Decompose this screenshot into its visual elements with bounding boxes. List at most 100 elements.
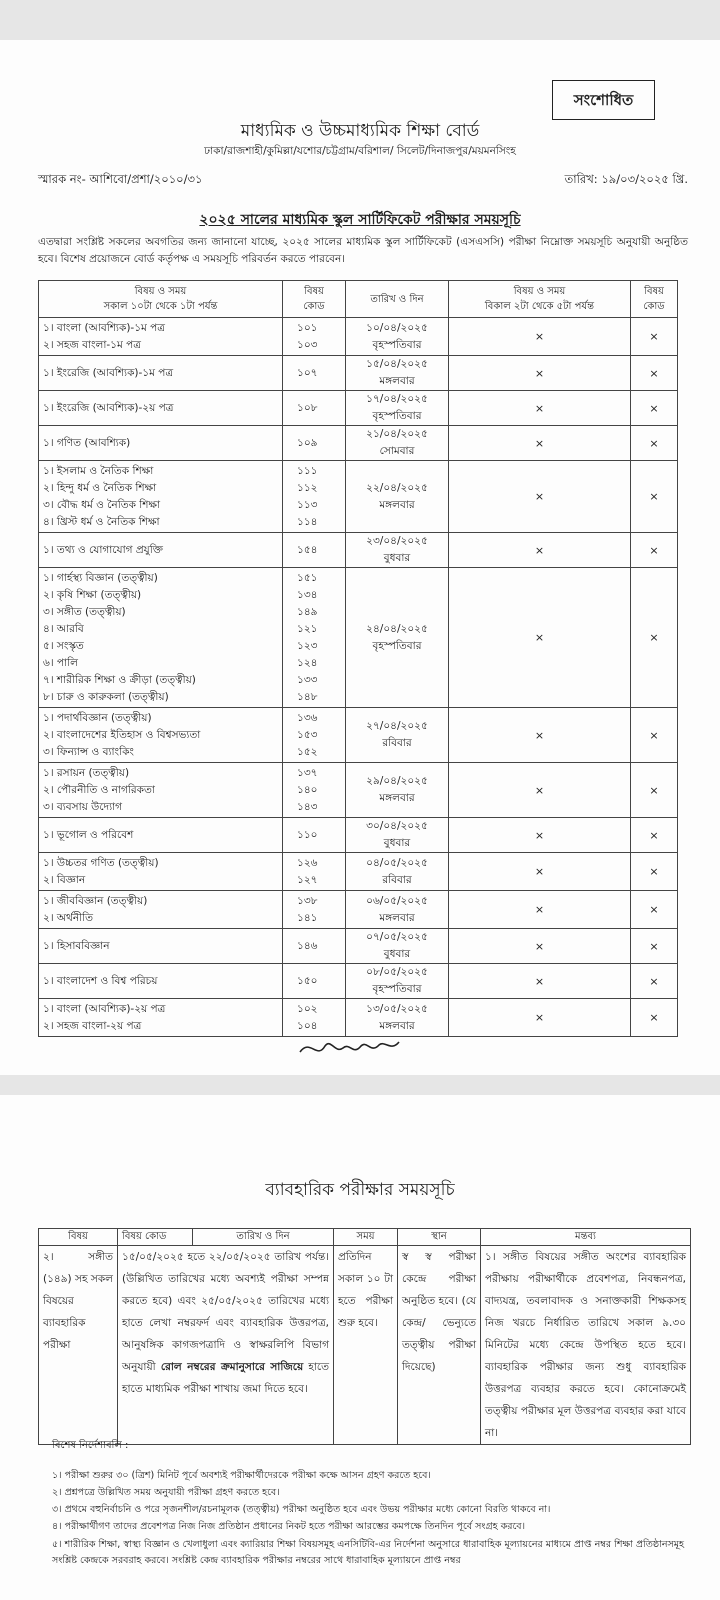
date-text: ২৩/০৪/২০২৫: [366, 535, 428, 547]
subject-text: ১। বাংলা (আবশ্যিক)-১ম পত্র: [43, 321, 166, 334]
date-cell: ২৪/০৪/২০২৫ বৃহস্পতিবার: [345, 567, 449, 708]
date-text: ৩০/০৪/২০২৫: [366, 820, 428, 832]
header-cell: বিষয় কোড: [630, 280, 678, 318]
subject-text: ১। পদার্থবিজ্ঞান (তত্ত্বীয়): [43, 711, 152, 724]
practical-title: ব্যাবহারিক পরীক্ষার সময়সূচি: [265, 1180, 455, 1200]
header-cell: তারিখ ও দিন: [192, 1228, 334, 1246]
pm-code-cell: ×: [630, 817, 678, 853]
subject-cell: ১। রসায়ন (তত্ত্বীয়) ২। পৌরনীতি ও নাগরিক…: [38, 762, 283, 818]
practical-table: বিষয় বিষয় কোড তারিখ ও দিন সময় স্থান মন্তব্…: [38, 1228, 691, 1445]
pm-code-cell: ×: [630, 762, 678, 818]
subject-text: ৪। আরবি: [43, 622, 84, 635]
page-one: সংশোধিত মাধ্যমিক ও উচ্চমাধ্যমিক শিক্ষা ব…: [0, 40, 720, 1075]
subject-cell: ১। গণিত (আবশ্যিক): [38, 425, 283, 461]
subject-text: ১। ইংরেজি (আবশ্যিক)-২য় পত্র: [43, 401, 174, 414]
date-text: ১৫/০৪/২০২৫: [366, 358, 428, 370]
pm-subject-cell: ×: [448, 532, 631, 568]
subject-cell: ১। ইংরেজি (আবশ্যিক)-২য় পত্র: [38, 390, 283, 426]
board-name: মাধ্যমিক ও উচ্চমাধ্যমিক শিক্ষা বোর্ড: [240, 121, 480, 141]
schedule-row: ১। ইংরেজি (আবশ্যিক)-২য় পত্র ১০৮ ১৭/০৪/২০২…: [38, 390, 678, 426]
time-cell: প্রতিদিন সকাল ১০ টা হতে পরীক্ষা শুরু হবে…: [333, 1245, 398, 1445]
date-text: ২৭/০৪/২০২৫: [366, 720, 428, 732]
code-text: ১১৪: [297, 515, 318, 528]
subject-text: ১। রসায়ন (তত্ত্বীয়): [43, 766, 130, 779]
remark-cell: ১। সঙ্গীত বিষয়ের সঙ্গীত অংশের ব্যাবহারি…: [480, 1245, 691, 1445]
pm-code-cell: ×: [630, 532, 678, 568]
subject-text: ১। ভূগোল ও পরিবেশ: [43, 828, 134, 841]
day-text: বৃহস্পতিবার: [372, 639, 422, 652]
subject-text: ২। পৌরনীতি ও নাগরিকতা: [43, 783, 155, 796]
code-text: ১০৯: [297, 436, 318, 449]
subject-text: ১। বাংলাদেশ ও বিশ্ব পরিচয়: [43, 974, 158, 987]
subject-text: ১। উচ্চতর গণিত (তত্ত্বীয়): [43, 856, 159, 869]
subject-cell: ২। সঙ্গীত (১৪৯) সহ সকল বিষয়ের ব্যাবহারি…: [38, 1245, 118, 1445]
code-text: ১৫১: [297, 571, 318, 584]
place-cell: স্ব স্ব পরীক্ষা কেন্দ্রে পরীক্ষা অনুষ্ঠি…: [397, 1245, 481, 1445]
instruction-item: ৫। শারীরিক শিক্ষা, স্বাস্থ্য বিজ্ঞান ও খ…: [52, 1539, 685, 1566]
pm-code-cell: ×: [630, 852, 678, 891]
date-cell: ২১/০৪/২০২৫ সোমবার: [345, 425, 449, 461]
code-text: ১৫২: [297, 745, 318, 758]
header-text: তারিখ ও দিন: [370, 293, 424, 305]
pm-code-cell: ×: [630, 998, 678, 1037]
schedule-row: ১। রসায়ন (তত্ত্বীয়) ২। পৌরনীতি ও নাগরিক…: [38, 762, 678, 818]
date-cell: ১৩/০৫/২০২৫ মঙ্গলবার: [345, 998, 449, 1037]
day-text: মঙ্গলবার: [379, 792, 415, 804]
code-cell: ১৪৬: [282, 928, 346, 964]
date-cell: ০৪/০৫/২০২৫ রবিবার: [345, 852, 449, 891]
date-text: ০৭/০৫/২০২৫: [366, 931, 428, 943]
day-text: সোমবার: [379, 445, 415, 457]
day-text: মঙ্গলবার: [379, 375, 415, 387]
code-text: ১০১: [297, 321, 318, 334]
pm-subject-cell: ×: [448, 817, 631, 853]
day-text: বুধবার: [383, 948, 411, 960]
subject-text: ২। বাংলাদেশের ইতিহাস ও বিশ্বসভ্যতা: [43, 728, 201, 741]
date-cell: ১৭/০৪/২০২৫ বৃহস্পতিবার: [345, 390, 449, 426]
memo-number: স্মারক নং- আশিবো/প্রশা/২০১০/৩১: [38, 172, 203, 186]
date-text: ১৩/০৫/২০২৫: [366, 1002, 428, 1015]
subject-text: ২। কৃষি শিক্ষা (তত্ত্বীয়): [43, 588, 142, 601]
date-text: ২২/০৪/২০২৫: [366, 481, 428, 494]
schedule-row: ১। বাংলা (আবশ্যিক)-১ম পত্র ২। সহজ বাংলা-১…: [38, 317, 678, 356]
schedule-row: ১। পদার্থবিজ্ঞান (তত্ত্বীয়) ২। বাংলাদেশে…: [38, 707, 678, 763]
schedule-row: ১। জীববিজ্ঞান (তত্ত্বীয়) ২। অর্থনীতি ১৩৮ ১…: [38, 890, 678, 929]
code-text: ১০২: [297, 1002, 318, 1015]
date-cell: ১০/০৪/২০২৫ বৃহস্পতিবার: [345, 317, 449, 356]
code-cell: ১২৬ ১২৭: [282, 852, 346, 891]
instruction-item: ১। পরীক্ষা শুরুর ৩০ (ত্রিশ) মিনিট পূর্বে…: [52, 1470, 431, 1481]
pm-subject-cell: ×: [448, 425, 631, 461]
subject-cell: ১। তথ্য ও যোগাযোগ প্রযুক্তি: [38, 532, 283, 568]
instruction-item: ৩। প্রথমে বহুনির্বাচনি ও পরে সৃজনশীল/রচন…: [52, 1504, 551, 1515]
schedule-row: ১। হিসাববিজ্ঞান ১৪৬ ০৭/০৫/২০২৫ বুধবার × ×: [38, 928, 678, 964]
subject-text: ১। জীববিজ্ঞান (তত্ত্বীয়): [43, 894, 148, 907]
code-text: ১০৩: [297, 338, 318, 351]
pm-code-cell: ×: [630, 317, 678, 356]
code-text: ১৪৩: [297, 800, 318, 813]
code-text: ১২৬: [297, 856, 318, 869]
subject-cell: ১। হিসাববিজ্ঞান: [38, 928, 283, 964]
code-text: ১১৩: [297, 498, 318, 511]
header-text: বিকাল ২টা থেকে ৫টা পর্যন্ত: [484, 301, 595, 312]
code-cell: ১১০: [282, 817, 346, 853]
subject-cell: ১। জীববিজ্ঞান (তত্ত্বীয়) ২। অর্থনীতি: [38, 890, 283, 929]
date-cell: ২৯/০৪/২০২৫ মঙ্গলবার: [345, 762, 449, 818]
code-cell: ১৫৪: [282, 532, 346, 568]
date-text: হাতে হাতে মাধ্যমিক পরীক্ষা শাখায় জমা দি…: [122, 1361, 329, 1395]
header-cell: তারিখ ও দিন: [345, 280, 449, 318]
header-text: কোড: [303, 301, 325, 312]
code-text: ১২৭: [297, 873, 318, 886]
code-cell: ১০২ ১০৪: [282, 998, 346, 1037]
schedule-row: ১। ইংরেজি (আবশ্যিক)-১ম পত্র ১০৭ ১৫/০৪/২০২৫…: [38, 355, 678, 391]
subject-text: ২। সহজ বাংলা-২য় পত্র: [43, 1019, 142, 1032]
header-cell: বিষয় কোড: [282, 280, 346, 318]
day-text: রবিবার: [382, 873, 412, 886]
schedule-row: ১। গার্হস্থ্য বিজ্ঞান (তত্ত্বীয়) ২। কৃষি…: [38, 567, 678, 708]
code-text: ১১২: [297, 481, 318, 494]
subject-cell: ১। ইংরেজি (আবশ্যিক)-১ম পত্র: [38, 355, 283, 391]
schedule-row: ১। বাংলা (আবশ্যিক)-২য় পত্র ২। সহজ বাংলা-…: [38, 998, 678, 1037]
header-cell: বিষয় কোড: [117, 1228, 193, 1246]
day-text: মঙ্গলবার: [379, 1019, 415, 1032]
subject-text: ২। হিন্দু ধর্ম ও নৈতিক শিক্ষা: [43, 481, 157, 494]
header-text: বিষয়: [304, 286, 324, 297]
